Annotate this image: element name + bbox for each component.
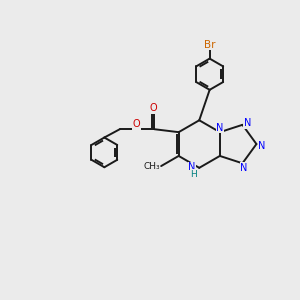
Text: O: O [150,103,158,113]
Text: H: H [190,170,197,179]
Text: N: N [240,163,247,173]
Text: N: N [216,123,224,133]
Text: CH₃: CH₃ [143,162,160,171]
Text: N: N [188,162,196,172]
Text: O: O [133,119,141,129]
Text: N: N [258,140,266,151]
Text: N: N [244,118,251,128]
Text: Br: Br [204,40,215,50]
